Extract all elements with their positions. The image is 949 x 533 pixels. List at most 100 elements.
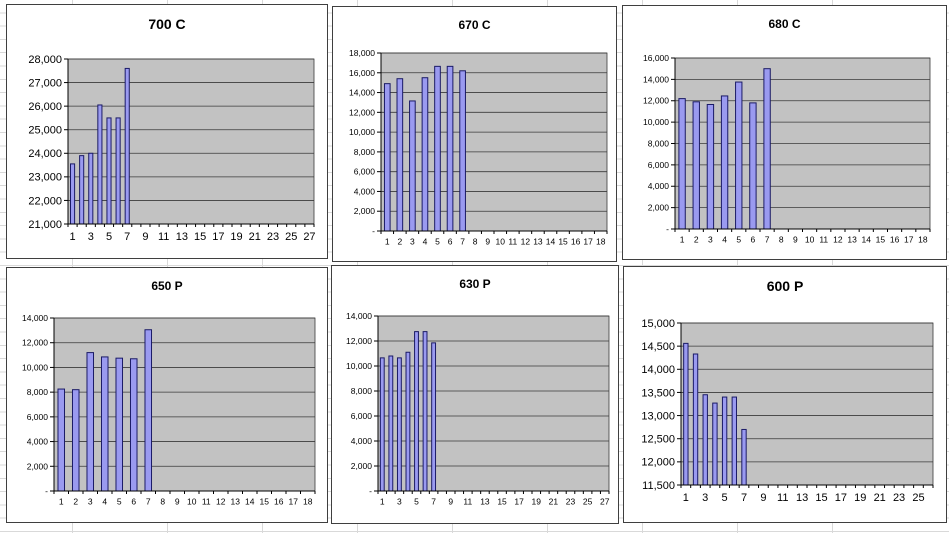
x-axis-label: 9 xyxy=(142,231,148,243)
y-axis-label: 10,000 xyxy=(22,362,48,372)
bar-series1-cat1[interactable] xyxy=(57,388,66,492)
bar-plot-670c: - 2,000 4,000 6,000 8,000 10,000 12,000 14,000 1… xyxy=(333,7,616,261)
bar-series1-cat7[interactable] xyxy=(124,67,130,225)
chart-box-600p[interactable]: 600 P 11,500 12,000 12,500 13,000 13,500 14,0… xyxy=(623,266,947,523)
chart-box-700c[interactable]: 700 C 21,000 22,000 23,000 24,000 25,000 26,0… xyxy=(6,4,328,259)
bar-series1-cat6[interactable] xyxy=(446,65,454,232)
bar-series1-cat3[interactable] xyxy=(409,100,416,232)
bar-series1-cat1[interactable] xyxy=(678,98,686,230)
bar-series1-cat5[interactable] xyxy=(106,117,112,225)
y-axis-label: 16,000 xyxy=(349,68,375,78)
y-axis-label: 26,000 xyxy=(28,101,62,113)
bar-series1-cat1[interactable] xyxy=(379,357,385,492)
bar-series1-cat7[interactable] xyxy=(741,428,747,486)
bar-series1-cat2[interactable] xyxy=(692,353,699,486)
bar-series1-cat2[interactable] xyxy=(692,101,700,230)
bar-series1-cat4[interactable] xyxy=(100,356,109,492)
x-axis-label: 5 xyxy=(117,497,122,507)
bar-series1-cat3[interactable] xyxy=(88,152,94,225)
x-axis-label: 7 xyxy=(431,497,436,507)
chart-title-650p: 650 P xyxy=(151,279,183,293)
bar-series1-cat5[interactable] xyxy=(735,81,743,230)
x-axis-label: 13 xyxy=(480,497,490,507)
bar-series1-cat3[interactable] xyxy=(702,394,708,486)
x-axis-label: 5 xyxy=(736,235,741,245)
bar-series1-cat4[interactable] xyxy=(405,351,411,492)
y-axis-label: 12,000 xyxy=(346,336,372,346)
bar-series1-cat1[interactable] xyxy=(683,342,689,486)
x-axis-label: 18 xyxy=(918,235,928,245)
y-axis-label: 14,000 xyxy=(346,311,372,321)
y-axis-label: 10,000 xyxy=(643,117,669,127)
x-axis-label: 16 xyxy=(274,497,284,507)
bar-series1-cat6[interactable] xyxy=(422,331,428,492)
bar-series1-cat4[interactable] xyxy=(720,95,729,230)
bar-series1-cat3[interactable] xyxy=(86,352,95,492)
bar-series1-cat6[interactable] xyxy=(129,358,138,492)
bar-series1-cat1[interactable] xyxy=(70,163,76,225)
chart-box-650p[interactable]: 650 P - 2,000 4,000 6,000 8,000 10,000 12,000 1… xyxy=(6,267,328,523)
x-axis-label: 18 xyxy=(303,497,313,507)
chart-title-680c: 680 C xyxy=(768,17,801,31)
y-axis-label: 8,000 xyxy=(27,387,49,397)
bar-series1-cat5[interactable] xyxy=(115,357,124,492)
x-axis-label: 6 xyxy=(448,237,453,247)
y-axis-label: 6,000 xyxy=(648,160,670,170)
bar-series1-cat4[interactable] xyxy=(421,77,429,232)
y-axis-label: 11,500 xyxy=(642,480,675,492)
x-axis-label: 2 xyxy=(397,237,402,247)
bar-series1-cat1[interactable] xyxy=(383,83,391,232)
x-axis-label: 9 xyxy=(485,237,490,247)
bar-series1-cat4[interactable] xyxy=(712,402,718,486)
bar-series1-cat7[interactable] xyxy=(431,342,437,492)
chart-box-630p[interactable]: 630 P - 2,000 4,000 6,000 8,000 10,000 12,000 1… xyxy=(331,265,619,524)
y-axis-label: 2,000 xyxy=(354,206,376,216)
y-axis-label: 4,000 xyxy=(354,186,376,196)
bar-series1-cat5[interactable] xyxy=(721,396,728,486)
x-axis-label: 6 xyxy=(751,235,756,245)
bar-series1-cat2[interactable] xyxy=(79,155,85,225)
chart-box-680c[interactable]: 680 C - 2,000 4,000 6,000 8,000 10,000 12,000 1… xyxy=(622,5,947,260)
chart-title-700c: 700 C xyxy=(148,16,186,32)
x-axis-label: 13 xyxy=(533,237,543,247)
x-axis-label: 16 xyxy=(890,235,900,245)
x-axis-label: 19 xyxy=(230,231,242,243)
y-axis-label: 12,000 xyxy=(22,338,48,348)
y-axis-label: - xyxy=(45,486,48,496)
y-axis-label: 14,000 xyxy=(641,364,675,376)
bar-series1-cat2[interactable] xyxy=(71,389,80,492)
x-axis-label: 6 xyxy=(131,497,136,507)
y-axis-label: 4,000 xyxy=(27,437,49,447)
x-axis-label: 25 xyxy=(583,497,593,507)
chart-box-670c[interactable]: 670 C - 2,000 4,000 6,000 8,000 10,000 12,000 1… xyxy=(332,6,617,262)
bar-series1-cat3[interactable] xyxy=(396,357,402,492)
x-axis-label: 23 xyxy=(566,497,576,507)
x-axis-label: 23 xyxy=(893,492,905,504)
x-axis-label: 17 xyxy=(289,497,299,507)
x-axis-label: 13 xyxy=(796,492,808,504)
y-axis-label: 4,000 xyxy=(351,436,373,446)
x-axis-label: 2 xyxy=(694,235,699,245)
bar-series1-cat7[interactable] xyxy=(144,329,153,492)
bar-series1-cat6[interactable] xyxy=(115,117,121,225)
x-axis-label: 17 xyxy=(514,497,524,507)
bar-series1-cat5[interactable] xyxy=(414,331,419,492)
x-axis-label: 1 xyxy=(683,492,689,504)
bar-series1-cat2[interactable] xyxy=(388,355,394,492)
x-axis-label: 16 xyxy=(571,237,581,247)
x-axis-label: 7 xyxy=(124,231,130,243)
x-axis-label: 11 xyxy=(508,237,517,247)
x-axis-label: 3 xyxy=(88,231,94,243)
y-axis-label: 2,000 xyxy=(27,461,49,471)
x-axis-label: 10 xyxy=(187,497,197,507)
bar-series1-cat7[interactable] xyxy=(459,70,466,232)
bar-series1-cat6[interactable] xyxy=(749,102,757,230)
x-axis-label: 11 xyxy=(158,231,169,243)
bar-series1-cat4[interactable] xyxy=(97,104,103,225)
bar-series1-cat3[interactable] xyxy=(706,103,715,230)
x-axis-label: 11 xyxy=(202,497,211,507)
bar-series1-cat7[interactable] xyxy=(763,68,771,230)
bar-series1-cat5[interactable] xyxy=(434,65,441,232)
bar-series1-cat6[interactable] xyxy=(731,396,737,486)
bar-series1-cat2[interactable] xyxy=(396,78,404,232)
